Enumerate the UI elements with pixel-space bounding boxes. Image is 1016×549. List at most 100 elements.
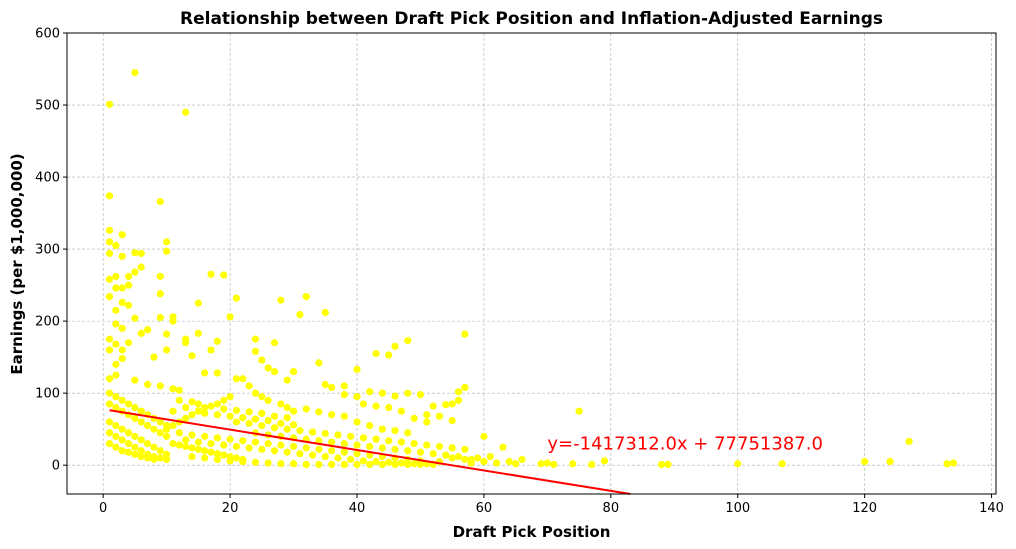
data-point bbox=[328, 411, 336, 419]
data-point bbox=[435, 442, 444, 451]
data-point bbox=[270, 339, 279, 347]
data-point bbox=[264, 364, 272, 372]
data-point bbox=[188, 411, 196, 419]
x-tick-label: 40 bbox=[349, 501, 366, 516]
y-tick-label: 500 bbox=[35, 99, 60, 114]
data-point bbox=[105, 238, 114, 246]
data-point bbox=[359, 457, 367, 465]
data-point bbox=[131, 432, 139, 440]
data-point bbox=[404, 429, 412, 437]
data-point bbox=[188, 398, 196, 406]
data-point bbox=[182, 403, 190, 412]
data-point bbox=[416, 448, 425, 456]
data-point bbox=[201, 369, 209, 377]
data-point bbox=[105, 439, 114, 448]
data-point bbox=[302, 444, 310, 452]
data-point bbox=[137, 407, 145, 415]
data-point bbox=[512, 460, 520, 468]
data-point bbox=[461, 455, 469, 464]
data-point bbox=[105, 418, 114, 426]
data-point bbox=[118, 425, 126, 433]
data-point bbox=[105, 335, 114, 343]
data-point bbox=[353, 460, 361, 469]
data-point bbox=[105, 375, 114, 383]
data-point bbox=[150, 443, 158, 451]
data-point bbox=[575, 407, 583, 415]
x-axis-ticks: 0 20 40 60 80 100 120 140 bbox=[99, 494, 1004, 516]
data-point bbox=[105, 192, 114, 200]
data-point bbox=[124, 400, 133, 408]
data-point bbox=[264, 459, 272, 467]
data-point bbox=[245, 382, 253, 390]
data-point bbox=[518, 455, 526, 464]
data-point bbox=[347, 455, 355, 464]
data-point bbox=[391, 427, 399, 435]
data-point bbox=[442, 451, 450, 459]
data-point bbox=[340, 382, 348, 390]
data-point bbox=[118, 447, 126, 455]
data-point bbox=[118, 436, 126, 444]
data-point bbox=[258, 409, 266, 417]
data-point bbox=[137, 418, 145, 426]
data-point bbox=[239, 437, 247, 445]
data-point bbox=[207, 346, 215, 354]
data-point bbox=[353, 393, 361, 401]
data-point bbox=[480, 432, 488, 440]
regression-line bbox=[109, 409, 631, 495]
data-point bbox=[289, 460, 298, 468]
data-point bbox=[118, 354, 126, 363]
data-point bbox=[163, 450, 171, 458]
data-point bbox=[296, 427, 304, 435]
data-point bbox=[169, 439, 177, 448]
data-point bbox=[473, 454, 482, 462]
data-point bbox=[105, 100, 114, 108]
data-point bbox=[124, 281, 133, 289]
data-point bbox=[734, 460, 742, 468]
data-point bbox=[410, 414, 418, 422]
data-point bbox=[372, 435, 380, 443]
data-point bbox=[124, 301, 133, 309]
data-point bbox=[118, 396, 126, 404]
data-point bbox=[448, 454, 456, 462]
data-point bbox=[112, 284, 120, 292]
data-point bbox=[182, 108, 190, 116]
data-point bbox=[137, 249, 145, 258]
data-point bbox=[251, 335, 260, 343]
x-tick-label: 60 bbox=[476, 501, 493, 516]
data-point bbox=[105, 429, 114, 437]
data-point bbox=[448, 444, 456, 452]
data-point bbox=[131, 69, 139, 77]
data-point bbox=[194, 329, 202, 337]
data-point bbox=[315, 408, 323, 416]
data-point bbox=[131, 450, 139, 458]
data-point bbox=[213, 455, 221, 464]
data-point bbox=[251, 415, 260, 423]
data-point bbox=[156, 197, 164, 206]
data-point bbox=[410, 439, 418, 448]
data-point bbox=[105, 275, 114, 283]
data-point bbox=[302, 293, 310, 301]
data-point bbox=[353, 441, 361, 449]
data-point bbox=[226, 435, 234, 443]
data-point bbox=[163, 432, 171, 440]
data-point bbox=[182, 339, 190, 347]
data-point bbox=[201, 454, 209, 462]
data-point bbox=[220, 451, 228, 459]
data-point bbox=[429, 402, 437, 410]
x-tick-label: 100 bbox=[725, 501, 750, 516]
data-point bbox=[131, 414, 139, 422]
data-point bbox=[277, 400, 285, 408]
data-point bbox=[258, 421, 266, 430]
data-point bbox=[340, 439, 348, 448]
data-point bbox=[156, 429, 164, 437]
x-tick-label: 20 bbox=[222, 501, 239, 516]
data-point bbox=[163, 421, 171, 430]
data-point bbox=[112, 340, 120, 348]
data-point bbox=[182, 436, 190, 444]
data-point bbox=[105, 293, 114, 301]
data-point bbox=[251, 389, 260, 397]
data-point bbox=[664, 460, 672, 469]
data-point bbox=[537, 460, 545, 468]
data-point bbox=[194, 299, 202, 307]
